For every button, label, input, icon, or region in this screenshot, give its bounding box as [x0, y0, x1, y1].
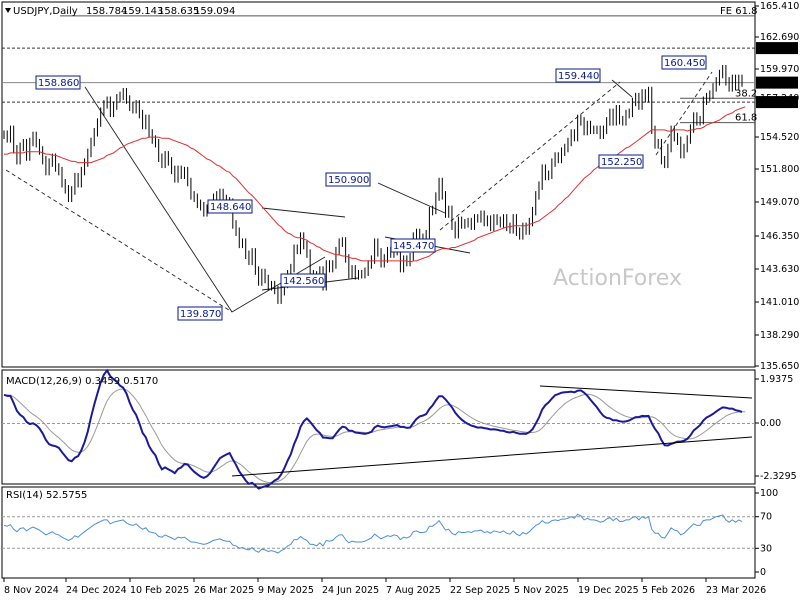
price-level-tag-box — [756, 42, 798, 55]
x-tick-label: 19 Dec 2025 — [578, 585, 639, 596]
macd-trendline — [539, 385, 753, 399]
macd-trendline — [231, 436, 753, 477]
ohlc-low: 158.635 — [158, 6, 199, 17]
price-level-tag: 159.094 — [759, 78, 798, 89]
macd-line — [3, 368, 743, 490]
annotation-label: 159.440 — [558, 71, 599, 82]
trendline — [611, 79, 633, 98]
watermark: ActionForex — [553, 266, 682, 291]
annotation-box — [207, 199, 253, 214]
trendline — [261, 207, 346, 218]
annotation-box — [555, 68, 601, 83]
rsi-y-tick-label: 100 — [760, 488, 778, 499]
annotation-label: 152.250 — [601, 157, 642, 168]
price-y-tick-label: 143.630 — [760, 264, 799, 275]
price-annotations: 158.860 150.900 148.640 145.470 142.560 139.8… — [35, 55, 707, 321]
price-level-name: FE 61.8 — [720, 6, 758, 17]
trendline — [84, 86, 233, 313]
macd-signal-line — [3, 388, 746, 483]
price-y-tick-label: 165.410 — [760, 1, 799, 12]
trendline — [377, 182, 446, 214]
price-y-tick-label: 146.350 — [760, 231, 799, 242]
macd-y-tick-label: 1.9375 — [760, 374, 793, 385]
x-axis: 8 Nov 2024 24 Dec 2024 10 Feb 2025 26 Mar 2… — [3, 578, 766, 596]
annotation-label: 145.470 — [393, 241, 434, 252]
price-y-tick-label: 138.290 — [760, 330, 799, 341]
macd-y-tick-label: 0.00 — [760, 418, 781, 429]
chart-title: USDJPY,Daily — [13, 6, 78, 17]
price-series — [4, 106, 746, 263]
ohlc-close: 159.094 — [194, 6, 235, 17]
price-panel — [1, 1, 756, 368]
price-level-name: 38.2 — [735, 88, 757, 99]
annotation-label: 148.640 — [210, 202, 251, 213]
annotation-box — [390, 238, 436, 253]
price-level-tag: 161.940 — [759, 44, 798, 55]
trendline — [5, 169, 233, 313]
price-level-tag: 157.490 — [759, 98, 798, 109]
x-tick-label: 5 Feb 2026 — [642, 585, 695, 596]
annotation-box — [35, 75, 81, 90]
x-tick-label: 26 Mar 2025 — [194, 585, 254, 596]
annotation-label: 142.560 — [283, 276, 324, 287]
annotation-box — [280, 273, 326, 288]
x-tick-label: 7 Aug 2025 — [386, 585, 441, 596]
x-tick-label: 24 Jun 2025 — [322, 585, 379, 596]
price-y-tick-label: 141.010 — [760, 297, 799, 308]
macd-panel — [1, 369, 756, 485]
macd-y-tick-label: -2.3295 — [760, 471, 797, 482]
rsi-y-tick-label: 30 — [760, 543, 772, 554]
rsi-y-tick-label: 70 — [760, 512, 772, 523]
title-arrow-icon — [5, 8, 11, 13]
annotation-box — [598, 154, 644, 169]
price-level-tag-box — [756, 96, 798, 109]
annotation-box — [177, 306, 223, 321]
rsi-series — [2, 513, 755, 554]
x-tick-label: 10 Feb 2025 — [130, 585, 189, 596]
annotation-label: 150.900 — [328, 175, 369, 186]
price-y-tick-label: 159.970 — [760, 64, 799, 75]
price-y-tick-label: 154.520 — [760, 132, 799, 143]
rsi-y-tick-label: 0 — [760, 567, 766, 578]
annotation-label: 158.860 — [38, 78, 79, 89]
x-tick-label: 23 Mar 2026 — [706, 585, 766, 596]
x-tick-label: 22 Sep 2025 — [450, 585, 510, 596]
trendline — [439, 81, 621, 231]
rsi-label: RSI(14) 52.5755 — [6, 490, 87, 501]
title-bar: USDJPY,Daily 158.784 159.143 158.635 159… — [5, 6, 235, 17]
rsi-panel — [1, 486, 756, 579]
annotation-label: 160.450 — [664, 58, 705, 69]
x-tick-label: 5 Nov 2025 — [514, 585, 569, 596]
macd-series — [2, 368, 755, 490]
x-tick-label: 9 May 2025 — [258, 585, 314, 596]
ohlc-high: 159.143 — [122, 6, 163, 17]
moving-average-line — [4, 106, 746, 263]
x-tick-label: 24 Dec 2024 — [66, 585, 127, 596]
macd-label: MACD(12,26,9) 0.3459 0.5170 — [6, 376, 158, 387]
y-axes: 165.410 162.690 159.970 157.240 154.520 151.8… — [755, 1, 799, 578]
annotation-box — [661, 55, 707, 70]
x-tick-label: 8 Nov 2024 — [4, 585, 59, 596]
price-y-tick-label: 135.650 — [760, 361, 799, 372]
price-y-tick-label: 149.070 — [760, 197, 799, 208]
price-y-tick-label: 151.800 — [760, 164, 799, 175]
price-level-tag-box — [756, 76, 798, 89]
trendline — [231, 256, 326, 313]
price-level-name: 61.8 — [735, 113, 757, 124]
annotation-label: 139.870 — [180, 309, 221, 320]
price-y-tick-label: 157.240 — [760, 93, 799, 104]
ohlc-open: 158.784 — [86, 6, 127, 17]
annotation-box — [325, 172, 371, 187]
rsi-line — [3, 513, 743, 554]
price-trendlines — [5, 71, 713, 313]
price-y-tick-label: 162.690 — [760, 32, 799, 43]
trendline — [655, 71, 713, 156]
